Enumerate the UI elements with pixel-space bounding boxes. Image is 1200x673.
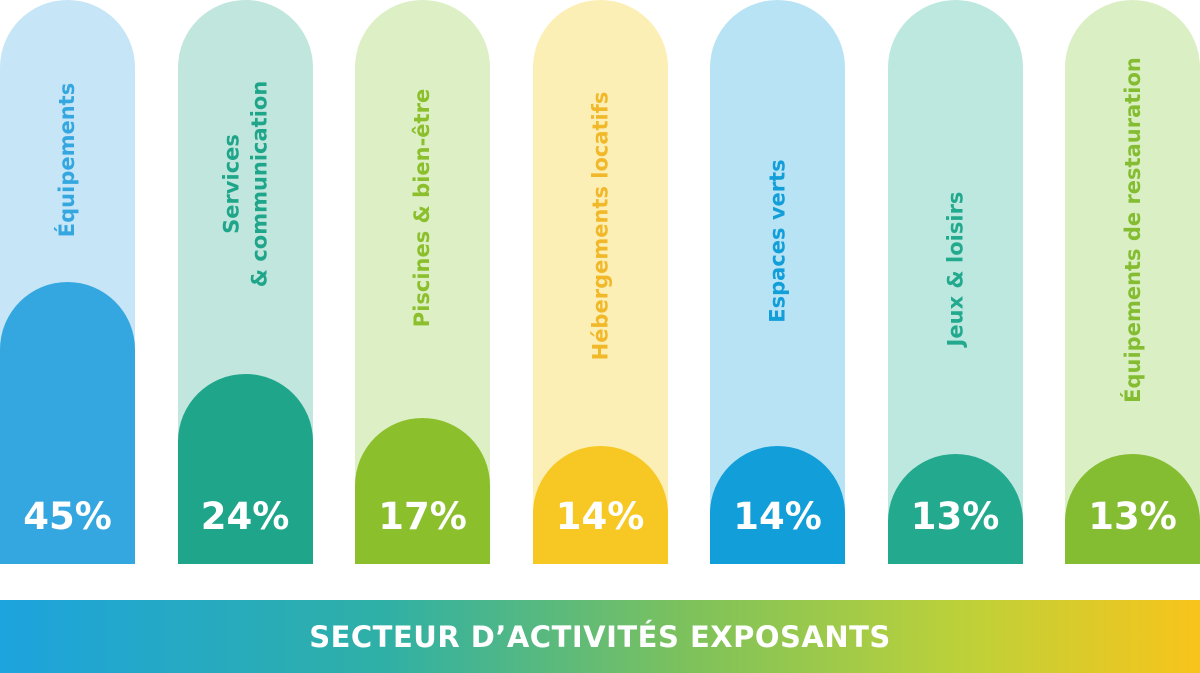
- title-banner: SECTEUR D’ACTIVITÉS EXPOSANTS: [0, 600, 1200, 673]
- category-label-text: Hébergements locatifs: [588, 91, 613, 361]
- bar: [887, 454, 1023, 564]
- category-label-text: Équipements de restauration: [1120, 57, 1145, 403]
- data-label: 14%: [733, 495, 822, 538]
- category-label: Services & communication: [178, 14, 313, 354]
- bar: [1065, 454, 1200, 564]
- data-label: 13%: [910, 495, 1000, 538]
- bar: [532, 446, 668, 564]
- category-label-text: Jeux & loisirs: [943, 191, 967, 347]
- data-label: 13%: [1088, 495, 1177, 538]
- data-label: 17%: [378, 495, 467, 538]
- category-label: Piscines & bien-être: [355, 18, 490, 398]
- chart-title: SECTEUR D’ACTIVITÉS EXPOSANTS: [309, 619, 891, 654]
- bar: [177, 374, 313, 564]
- category-label: Équipements de restauration: [1065, 10, 1200, 450]
- data-label: 14%: [555, 495, 645, 538]
- bar: [0, 282, 135, 564]
- data-label: 45%: [23, 495, 112, 538]
- data-label: 24%: [200, 495, 290, 538]
- category-label: Espaces verts: [710, 56, 845, 426]
- category-label-text: Services & communication: [219, 80, 272, 288]
- category-label-text: Espaces verts: [765, 159, 790, 323]
- category-label: Équipements: [0, 10, 135, 310]
- bar-column: Piscines & bien-être 17%: [355, 0, 490, 564]
- category-label-text: Piscines & bien-être: [410, 88, 435, 328]
- bar-column: Espaces verts 14%: [710, 0, 845, 564]
- bar: [355, 418, 490, 564]
- bar-column: Équipements de restauration 13%: [1065, 0, 1200, 564]
- bar-column: Équipements 45%: [0, 0, 135, 564]
- bar-column: Jeux & loisirs 13%: [887, 0, 1023, 564]
- bar-column: Services & communication 24%: [177, 0, 313, 564]
- bar: [710, 446, 845, 564]
- bar-column: Hébergements locatifs 14%: [532, 0, 668, 564]
- category-label: Hébergements locatifs: [533, 26, 668, 426]
- category-label-text: Équipements: [55, 82, 80, 238]
- category-label: Jeux & loisirs: [888, 104, 1023, 434]
